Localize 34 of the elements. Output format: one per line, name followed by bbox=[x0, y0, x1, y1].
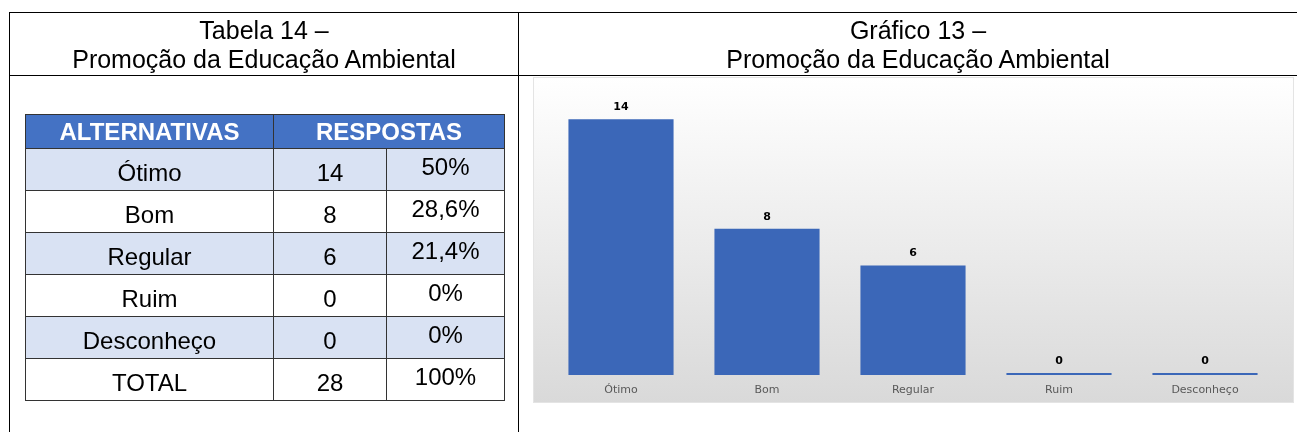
text: Bom bbox=[25, 190, 274, 233]
chart-title: Gráfico 13 – bbox=[848, 16, 988, 45]
chart-subtitle: Promoção da Educação Ambiental bbox=[725, 45, 1111, 74]
text: 0 bbox=[273, 274, 387, 317]
text: 21,4% bbox=[386, 232, 505, 275]
x-tick-label: Bom bbox=[754, 383, 780, 396]
text: 6 bbox=[273, 232, 387, 275]
data-label: 6 bbox=[909, 246, 918, 260]
text: Ótimo bbox=[25, 148, 274, 191]
text: Regular bbox=[25, 232, 274, 275]
data-label: 0 bbox=[1201, 354, 1210, 367]
text: 14 bbox=[273, 148, 387, 191]
text: 0% bbox=[386, 316, 505, 359]
text: 100% bbox=[386, 358, 505, 401]
text: 28 bbox=[273, 358, 387, 401]
x-tick-label: Regular bbox=[891, 383, 935, 396]
text: 0 bbox=[273, 316, 387, 359]
text: ALTERNATIVAS bbox=[25, 114, 274, 149]
text: 28,6% bbox=[386, 190, 505, 233]
data-label: 14 bbox=[613, 100, 629, 114]
text: 50% bbox=[386, 148, 505, 191]
text: Ruim bbox=[25, 274, 274, 317]
text: 8 bbox=[273, 190, 387, 233]
x-tick-label: Ruim bbox=[1045, 383, 1073, 396]
x-tick-label: Ótimo bbox=[604, 383, 638, 396]
data-label: 0 bbox=[1055, 354, 1064, 367]
text: 0% bbox=[386, 274, 505, 317]
text: TOTAL bbox=[25, 358, 274, 401]
data-label: 8 bbox=[763, 209, 771, 223]
text: Tabela 14 – bbox=[198, 16, 330, 45]
text: RESPOSTAS bbox=[273, 114, 505, 149]
x-tick-label: Desconheço bbox=[1171, 383, 1239, 396]
text: Desconheço bbox=[25, 316, 274, 359]
text: Promoção da Educação Ambiental bbox=[71, 45, 457, 74]
